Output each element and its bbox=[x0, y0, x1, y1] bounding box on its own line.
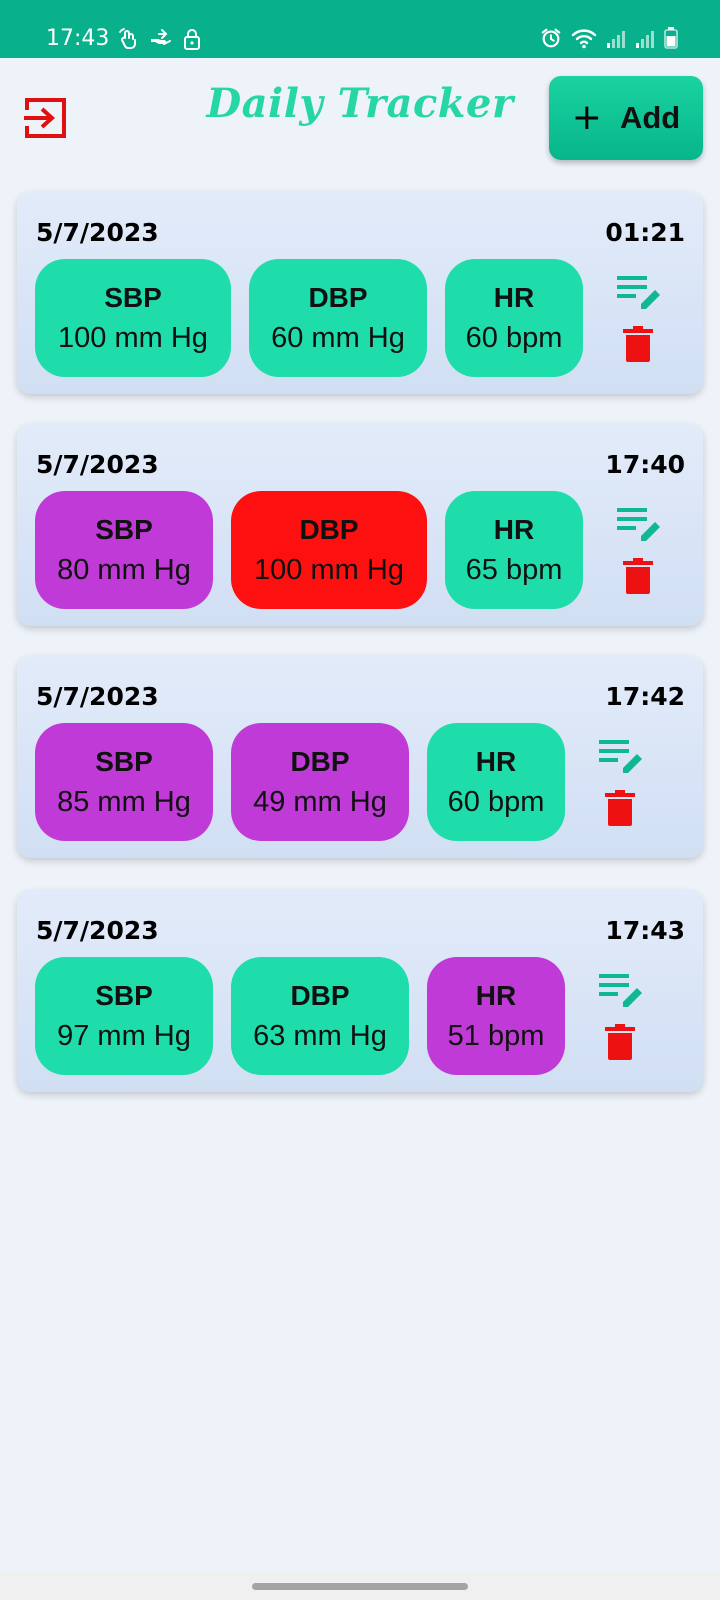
chip-label: HR bbox=[475, 745, 517, 777]
dbp-chip: DBP 49 mm Hg bbox=[231, 723, 409, 841]
chip-label: DBP bbox=[299, 513, 359, 545]
entry-card: 5/7/2023 17:42 SBP 85 mm Hg DBP 49 mm Hg… bbox=[17, 656, 703, 858]
entry-time: 17:43 bbox=[605, 916, 685, 945]
dbp-chip: DBP 63 mm Hg bbox=[231, 957, 409, 1075]
entry-time: 01:21 bbox=[605, 218, 685, 247]
edit-button[interactable] bbox=[617, 272, 663, 312]
chip-value: 65 bpm bbox=[465, 553, 563, 586]
touch-icon bbox=[119, 28, 136, 50]
sbp-chip: SBP 97 mm Hg bbox=[35, 957, 213, 1075]
entries-list[interactable]: 5/7/2023 01:21 SBP 100 mm Hg DBP 60 mm H… bbox=[0, 178, 720, 1128]
dbp-chip: DBP 100 mm Hg bbox=[231, 491, 427, 609]
edit-icon bbox=[617, 508, 660, 541]
sbp-chip: SBP 85 mm Hg bbox=[35, 723, 213, 841]
delete-button[interactable] bbox=[623, 558, 653, 594]
logout-button[interactable] bbox=[24, 96, 68, 140]
status-bar: 17:43 bbox=[0, 0, 720, 58]
trash-icon bbox=[623, 326, 653, 362]
entry-card: 5/7/2023 17:40 SBP 80 mm Hg DBP 100 mm H… bbox=[17, 424, 703, 626]
trash-icon bbox=[605, 790, 635, 826]
edit-icon bbox=[599, 974, 642, 1007]
entry-time: 17:40 bbox=[605, 450, 685, 479]
battery-icon bbox=[664, 27, 678, 49]
home-gesture-handle[interactable] bbox=[252, 1583, 468, 1590]
entry-date: 5/7/2023 bbox=[36, 682, 159, 711]
entry-card: 5/7/2023 01:21 SBP 100 mm Hg DBP 60 mm H… bbox=[17, 192, 703, 394]
entry-time: 17:42 bbox=[605, 682, 685, 711]
chip-value: 80 mm Hg bbox=[57, 553, 191, 586]
dbp-chip: DBP 60 mm Hg bbox=[249, 259, 427, 377]
app-title: Daily Tracker bbox=[206, 80, 514, 127]
status-right-icons bbox=[540, 27, 678, 49]
chip-value: 51 bpm bbox=[447, 1019, 545, 1052]
edit-button[interactable] bbox=[599, 970, 645, 1010]
entry-date: 5/7/2023 bbox=[36, 450, 159, 479]
delete-button[interactable] bbox=[605, 1024, 635, 1060]
hr-chip: HR 60 bpm bbox=[445, 259, 583, 377]
logout-icon bbox=[24, 98, 66, 138]
chip-label: SBP bbox=[95, 513, 153, 545]
hand-share-icon bbox=[151, 29, 171, 45]
add-button-label: Add bbox=[619, 100, 681, 135]
status-left-icons bbox=[116, 27, 202, 51]
edit-icon bbox=[617, 276, 660, 309]
trash-icon bbox=[623, 558, 653, 594]
chip-label: HR bbox=[493, 513, 535, 545]
sbp-chip: SBP 100 mm Hg bbox=[35, 259, 231, 377]
plus-icon: + bbox=[571, 97, 602, 138]
hr-chip: HR 60 bpm bbox=[427, 723, 565, 841]
entry-date: 5/7/2023 bbox=[36, 218, 159, 247]
chip-label: HR bbox=[493, 281, 535, 313]
edit-button[interactable] bbox=[599, 736, 645, 776]
chip-value: 100 mm Hg bbox=[58, 321, 208, 354]
entry-date: 5/7/2023 bbox=[36, 916, 159, 945]
alarm-icon bbox=[541, 28, 561, 48]
chip-value: 60 bpm bbox=[465, 321, 563, 354]
edit-icon bbox=[599, 740, 642, 773]
chip-label: SBP bbox=[104, 281, 162, 313]
status-time: 17:43 bbox=[46, 26, 110, 51]
hr-chip: HR 65 bpm bbox=[445, 491, 583, 609]
add-entry-button[interactable]: + Add bbox=[549, 76, 703, 160]
trash-icon bbox=[605, 1024, 635, 1060]
lock-icon bbox=[184, 29, 200, 50]
chip-value: 60 bpm bbox=[447, 785, 545, 818]
chip-label: DBP bbox=[290, 979, 350, 1011]
chip-value: 97 mm Hg bbox=[57, 1019, 191, 1052]
chip-value: 63 mm Hg bbox=[253, 1019, 387, 1052]
wifi-icon bbox=[571, 29, 597, 49]
sbp-chip: SBP 80 mm Hg bbox=[35, 491, 213, 609]
signal-icon bbox=[607, 31, 625, 48]
delete-button[interactable] bbox=[605, 790, 635, 826]
chip-label: SBP bbox=[95, 979, 153, 1011]
chip-value: 49 mm Hg bbox=[253, 785, 387, 818]
signal-icon bbox=[636, 31, 654, 48]
chip-value: 100 mm Hg bbox=[254, 553, 404, 586]
chip-label: DBP bbox=[308, 281, 368, 313]
delete-button[interactable] bbox=[623, 326, 653, 362]
edit-button[interactable] bbox=[617, 504, 663, 544]
chip-label: HR bbox=[475, 979, 517, 1011]
chip-value: 85 mm Hg bbox=[57, 785, 191, 818]
chip-label: SBP bbox=[95, 745, 153, 777]
chip-value: 60 mm Hg bbox=[271, 321, 405, 354]
chip-label: DBP bbox=[290, 745, 350, 777]
hr-chip: HR 51 bpm bbox=[427, 957, 565, 1075]
entry-card: 5/7/2023 17:43 SBP 97 mm Hg DBP 63 mm Hg… bbox=[17, 890, 703, 1092]
